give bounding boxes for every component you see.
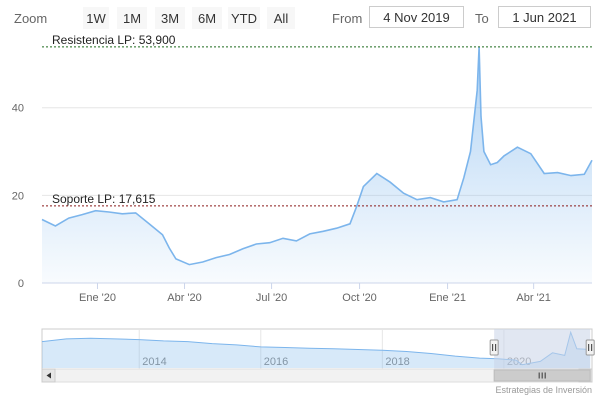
navigator-frame (41, 328, 593, 370)
x-tick-label: Jul '20 (256, 292, 287, 304)
x-tick-label: Abr '21 (516, 292, 551, 304)
navigator: 2014 2016 2018 2020 (41, 328, 595, 370)
zoom-all-button[interactable]: All (267, 7, 295, 29)
navigator-line (41, 330, 591, 366)
navigator-axis: 2014 2016 2018 2020 (138, 329, 531, 369)
from-date-input[interactable] (369, 6, 464, 28)
x-tick-label: Abr '20 (167, 292, 202, 304)
support-label: Soporte LP: 17,615 (52, 192, 156, 206)
navigator-area (42, 332, 591, 368)
scrollbar-track[interactable] (41, 368, 593, 383)
x-axis: Ene '20 Abr '20 Jul '20 Oct '20 Ene '21 Abr '… (79, 283, 551, 304)
y-tick-label: 40 (12, 103, 24, 115)
x-tick-label: Oct '20 (342, 292, 377, 304)
series-area (42, 46, 592, 283)
navigator-tick-label: 2018 (385, 356, 409, 368)
grid-lines (42, 107, 592, 196)
zoom-ytd-button[interactable]: YTD (228, 7, 260, 29)
zoom-6m-button[interactable]: 6M (192, 7, 222, 29)
arrow-left-icon (46, 372, 51, 379)
arrow-right-icon (583, 372, 588, 379)
grip-icon (538, 372, 546, 379)
scrollbar-thumb[interactable] (493, 369, 591, 382)
navigator-tick-label: 2020 (507, 356, 531, 368)
to-label: To (475, 11, 489, 26)
navigator-right-handle[interactable] (585, 339, 595, 356)
navigator-tick-label: 2016 (264, 356, 288, 368)
x-tick-label: Ene '20 (79, 292, 116, 304)
y-tick-label: 20 (12, 190, 24, 202)
resistance-label: Resistencia LP: 53,900 (52, 33, 176, 47)
zoom-3m-button[interactable]: 3M (155, 7, 185, 29)
series-line (41, 46, 593, 266)
y-axis: 0 20 40 (12, 103, 24, 290)
to-date-input[interactable] (498, 6, 591, 28)
zoom-1w-button[interactable]: 1W (83, 7, 109, 29)
navigator-selection[interactable] (494, 329, 591, 369)
zoom-1m-button[interactable]: 1M (117, 7, 147, 29)
y-tick-label: 0 (18, 278, 24, 290)
scrollbar-right-button[interactable] (578, 368, 593, 383)
scrollbar[interactable] (41, 368, 593, 383)
scrollbar-left-button[interactable] (41, 368, 56, 383)
navigator-left-handle[interactable] (489, 339, 499, 356)
x-tick-label: Ene '21 (429, 292, 466, 304)
navigator-tick-label: 2014 (142, 356, 166, 368)
from-label: From (332, 11, 363, 26)
credits: Estrategias de Inversión (495, 385, 592, 395)
zoom-label: Zoom (14, 11, 48, 26)
